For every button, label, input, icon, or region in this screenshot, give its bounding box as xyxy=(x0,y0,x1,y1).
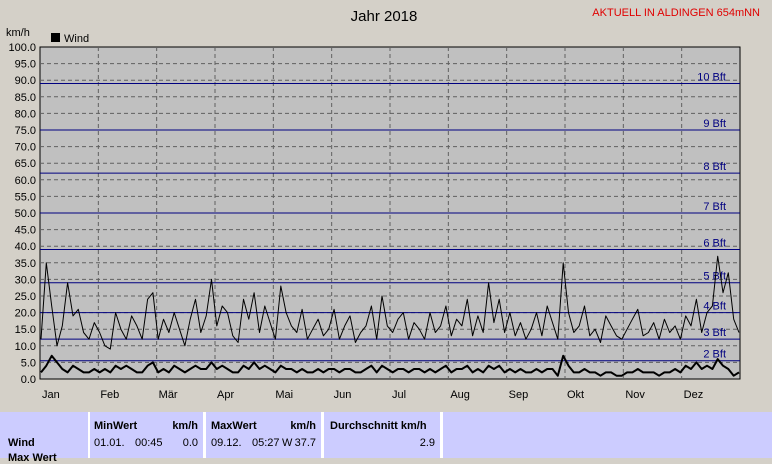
y-tick-label: 55.0 xyxy=(15,191,36,203)
station-label: AKTUELL IN ALDINGEN 654mNN xyxy=(592,7,760,19)
x-tick-label: Apr xyxy=(217,389,234,401)
chart-title: Jahr 2018 xyxy=(351,8,418,25)
beaufort-label: 7 Bft xyxy=(703,201,726,213)
x-tick-label: Jan xyxy=(42,389,60,401)
beaufort-label: 9 Bft xyxy=(703,118,726,130)
y-tick-label: 25.0 xyxy=(15,291,36,303)
x-tick-label: Mai xyxy=(275,389,293,401)
x-tick-label: Nov xyxy=(625,389,645,401)
min-date: 01.01. xyxy=(94,437,125,449)
chart: Jahr 2018 AKTUELL IN ALDINGEN 654mNN km/… xyxy=(6,7,761,401)
y-tick-label: 80.0 xyxy=(15,108,36,120)
y-tick-label: 60.0 xyxy=(15,175,36,187)
y-tick-label: 40.0 xyxy=(15,241,36,253)
y-tick-label: 10.0 xyxy=(15,341,36,353)
min-value: 0.0 xyxy=(182,437,198,449)
beaufort-label: 3 Bft xyxy=(703,327,726,339)
y-tick-label: 75.0 xyxy=(15,125,36,137)
x-tick-label: Jun xyxy=(334,389,352,401)
legend-swatch xyxy=(51,33,60,42)
y-tick-label: 30.0 xyxy=(15,274,36,286)
stats-empty-block xyxy=(443,412,772,458)
y-tick-label: 65.0 xyxy=(15,158,36,170)
avg-value: 2.9 xyxy=(419,437,435,449)
min-unit: km/h xyxy=(172,420,198,432)
max-direction: W xyxy=(282,437,293,449)
y-tick-label: 90.0 xyxy=(15,75,36,87)
y-tick-label: 45.0 xyxy=(15,225,36,237)
y-tick-label: 5.0 xyxy=(21,357,36,369)
max-date: 09.12. xyxy=(211,437,242,449)
y-axis-unit: km/h xyxy=(6,27,30,39)
series-line-gust xyxy=(40,255,740,350)
beaufort-label: 6 Bft xyxy=(703,238,726,250)
legend-label: Wind xyxy=(64,33,89,45)
series-line-mean xyxy=(40,354,740,377)
stats-max-block: MaxWert km/h 09.12. 05:27 W 37.7 xyxy=(206,412,321,458)
min-header: MinWert xyxy=(94,420,138,432)
stats-min-block: MinWert km/h 01.01. 00:45 0.0 xyxy=(90,412,203,458)
stats-row-label: Wind xyxy=(8,437,35,449)
x-tick-label: Jul xyxy=(392,389,406,401)
max-header: MaxWert xyxy=(211,420,257,432)
stats-label-block: Wind Max Wert xyxy=(0,412,88,464)
x-tick-label: Feb xyxy=(100,389,119,401)
x-tick-label: Mär xyxy=(159,389,178,401)
beaufort-label: 4 Bft xyxy=(703,301,726,313)
x-tick-label: Aug xyxy=(450,389,470,401)
y-tick-label: 95.0 xyxy=(15,59,36,71)
stats-avg-block: Durchschnitt km/h 2.9 xyxy=(324,412,440,458)
stats-row-label-2: Max Wert xyxy=(8,452,57,464)
y-tick-label: 50.0 xyxy=(15,208,36,220)
min-time: 00:45 xyxy=(135,437,163,449)
y-tick-label: 0.0 xyxy=(21,374,36,386)
x-tick-label: Dez xyxy=(684,389,704,401)
beaufort-label: 8 Bft xyxy=(703,161,726,173)
max-unit: km/h xyxy=(290,420,316,432)
y-tick-label: 70.0 xyxy=(15,142,36,154)
y-tick-label: 85.0 xyxy=(15,92,36,104)
y-tick-label: 100.0 xyxy=(8,42,36,54)
max-value: 37.7 xyxy=(294,437,316,449)
stats-panel: Wind Max Wert MinWert km/h 01.01. 00:45 … xyxy=(0,412,772,464)
max-time: 05:27 xyxy=(252,437,280,449)
avg-header: Durchschnitt km/h xyxy=(330,420,427,432)
y-tick-label: 15.0 xyxy=(15,324,36,336)
y-tick-label: 35.0 xyxy=(15,258,36,270)
beaufort-label: 2 Bft xyxy=(703,349,726,361)
y-tick-label: 20.0 xyxy=(15,308,36,320)
x-tick-label: Okt xyxy=(567,389,584,401)
x-tick-label: Sep xyxy=(509,389,529,401)
beaufort-label: 10 Bft xyxy=(697,72,726,84)
